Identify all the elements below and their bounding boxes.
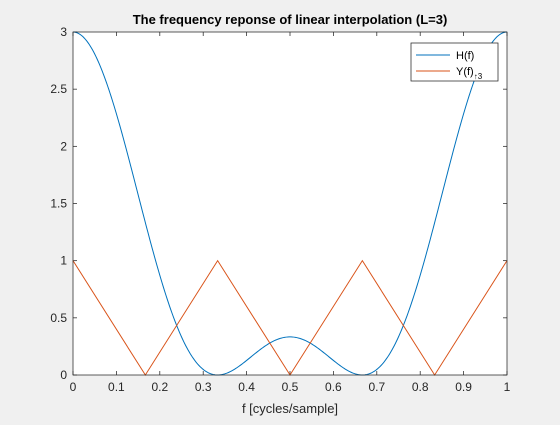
y-tick-label: 0.5 (50, 311, 67, 325)
x-tick-label: 0 (70, 380, 77, 394)
legend-label-y-subscript: ↑3 (474, 72, 483, 81)
chart-title: The frequency reponse of linear interpol… (133, 12, 448, 27)
legend: H(f) Y(f)↑3 (410, 42, 499, 82)
y-tick-label: 2 (60, 139, 67, 153)
x-tick-label: 1 (504, 380, 511, 394)
x-tick-label: 0.1 (108, 380, 125, 394)
y-tick-label: 1 (60, 254, 67, 268)
legend-label-h: H(f) (456, 50, 474, 62)
legend-label-y: Y(f)↑3 (456, 66, 483, 81)
x-tick-label: 0.5 (282, 380, 299, 394)
x-tick-label: 0.8 (412, 380, 429, 394)
y-tick-label: 2.5 (50, 82, 67, 96)
x-tick-label: 0.7 (368, 380, 385, 394)
y-tick-label: 0 (60, 368, 67, 382)
legend-label-y-name: Y(f) (456, 66, 474, 78)
x-tick-label: 0.6 (325, 380, 342, 394)
x-tick-label: 0.2 (151, 380, 168, 394)
plot-area (73, 32, 507, 375)
legend-box (410, 42, 499, 82)
x-tick-label: 0.9 (455, 380, 472, 394)
series-line-h (72, 31, 508, 376)
x-tick-label: 0.4 (238, 380, 255, 394)
x-axis-label: f [cycles/sample] (242, 401, 338, 416)
y-tick-label: 3 (60, 25, 67, 39)
plot-frame (72, 31, 508, 376)
y-tick-label: 1.5 (50, 197, 67, 211)
x-tick-label: 0.3 (195, 380, 212, 394)
